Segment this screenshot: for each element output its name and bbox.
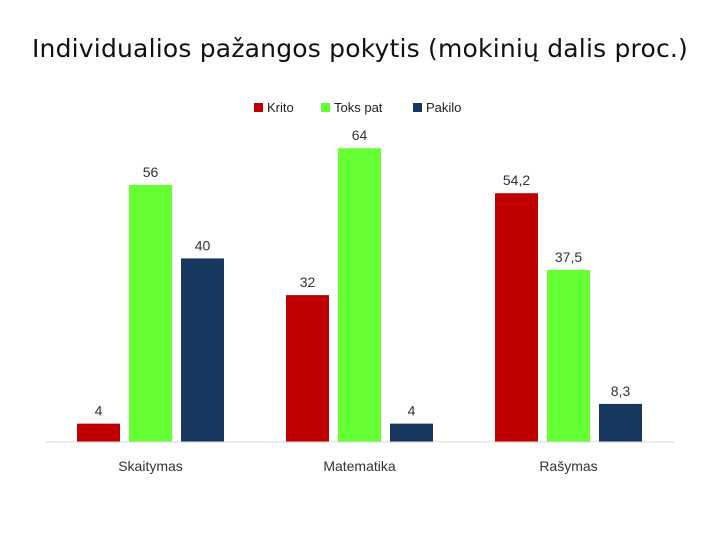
legend-label: Toks pat (334, 100, 383, 115)
bar-krito-skaitymas (77, 423, 120, 442)
bar-krito-rašymas (495, 193, 538, 442)
legend-item: Krito (254, 100, 294, 115)
data-label: 37,5 (555, 249, 582, 265)
bar-toks-pat-matematika (338, 148, 381, 443)
bar-pakilo-rašymas (599, 403, 642, 442)
bar-pakilo-skaitymas (181, 258, 224, 442)
legend-swatch (413, 103, 422, 112)
category-label: Skaitymas (118, 458, 183, 474)
legend-label: Pakilo (426, 100, 461, 115)
bar-pakilo-matematika (390, 423, 433, 442)
bar-krito-matematika (286, 295, 329, 442)
legend-swatch (254, 103, 263, 112)
legend-swatch (321, 103, 330, 112)
bar-toks-pat-rašymas (547, 269, 590, 442)
category-label: Rašymas (539, 458, 597, 474)
legend-item: Toks pat (321, 100, 383, 115)
bar-toks-pat-skaitymas (129, 184, 172, 442)
data-label: 40 (195, 237, 211, 253)
legend: Krito Toks pat Pakilo (254, 100, 461, 115)
legend-item: Pakilo (413, 100, 461, 115)
bars (77, 148, 642, 443)
data-labels: 4 56 40 32 64 4 54,2 37,5 8,3 (95, 127, 631, 418)
category-labels: Skaitymas Matematika Rašymas (118, 458, 597, 474)
data-label: 64 (352, 127, 368, 143)
data-label: 32 (300, 274, 316, 290)
data-label: 54,2 (503, 172, 530, 188)
category-label: Matematika (323, 458, 396, 474)
chart-title: Individualios pažangos pokytis (mokinių … (31, 34, 689, 63)
data-label: 8,3 (611, 383, 631, 399)
data-label: 4 (408, 403, 416, 419)
data-label: 4 (95, 403, 103, 419)
legend-label: Krito (267, 100, 294, 115)
data-label: 56 (143, 164, 159, 180)
